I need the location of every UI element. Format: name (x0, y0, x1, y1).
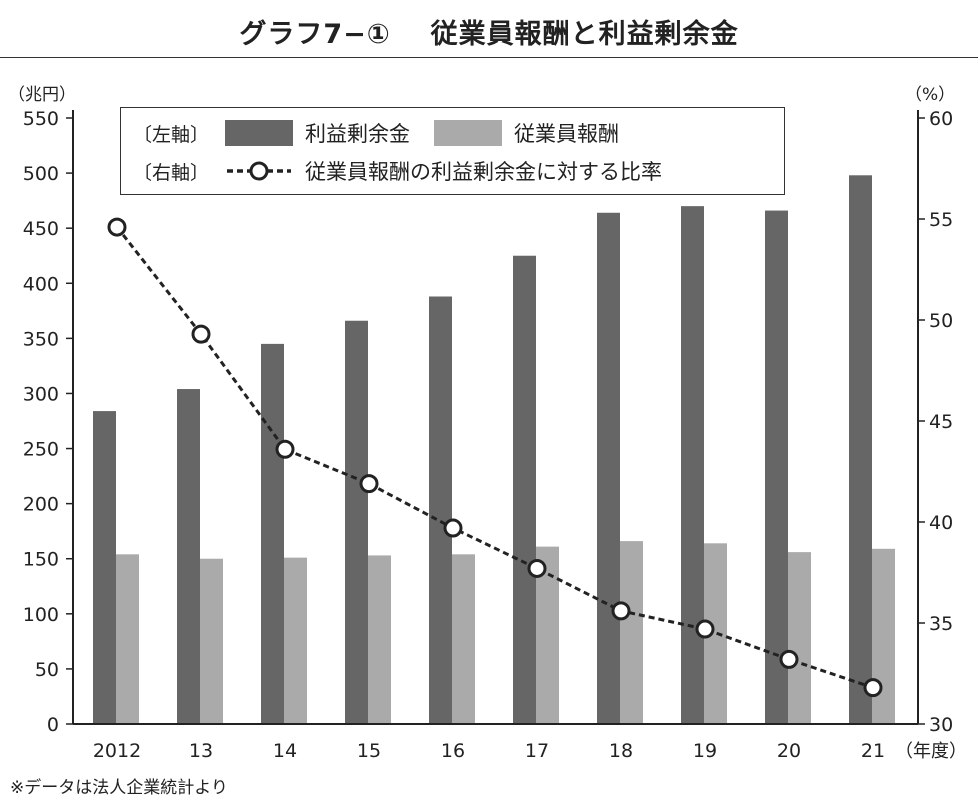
right-axis-tick-label: 30 (929, 714, 953, 736)
legend: 〔左軸〕 利益剰余金 従業員報酬 〔右軸〕 従業員報酬の利益剰余金に対する比率 (120, 107, 785, 195)
bar-retained-earnings-17 (513, 255, 536, 724)
bar-retained-earnings-15 (345, 320, 368, 724)
left-axis-tick-label: 250 (23, 439, 59, 461)
bar-employee-compensation-20 (788, 552, 811, 724)
x-axis-unit-label: （年度） (895, 741, 967, 762)
title-underline (0, 57, 978, 58)
legend-row-left-axis: 〔左軸〕 利益剰余金 従業員報酬 (133, 118, 619, 148)
right-axis-tick-label: 60 (929, 108, 953, 130)
x-axis-tick-label: 13 (189, 740, 213, 762)
legend-swatch-employee-compensation (434, 120, 502, 146)
bar-retained-earnings-13 (177, 389, 200, 724)
chart-title-label: グラフ7−① (239, 19, 391, 50)
x-axis-tick-label: 19 (693, 740, 717, 762)
right-axis-tick-label: 40 (929, 512, 953, 534)
ratio-line (115, 226, 874, 690)
bar-retained-earnings-21 (849, 175, 872, 724)
x-axis-tick-label: 15 (357, 740, 381, 762)
ratio-point-16 (443, 518, 463, 538)
left-axis-tick-label: 400 (23, 273, 59, 295)
legend-swatch-ratio-line (227, 161, 291, 181)
bar-employee-compensation-13 (200, 558, 223, 724)
ratio-point-19 (695, 619, 715, 639)
chart-title-text: 従業員報酬と利益剰余金 (430, 19, 739, 50)
legend-label-ratio: 従業員報酬の利益剰余金に対する比率 (305, 160, 662, 184)
ratio-point-21 (863, 678, 883, 698)
ratio-point-14 (275, 439, 295, 459)
bar-retained-earnings-2012 (93, 411, 116, 724)
bar-employee-compensation-16 (452, 554, 475, 724)
x-axis-tick-label: 2012 (93, 740, 141, 762)
legend-label-employee-compensation: 従業員報酬 (514, 122, 619, 146)
left-axis-tick-label: 300 (23, 383, 59, 405)
x-axis-tick-label: 20 (777, 740, 801, 762)
right-axis-tick-label: 50 (929, 310, 953, 332)
legend-row-right-axis: 〔右軸〕 従業員報酬の利益剰余金に対する比率 (133, 156, 662, 186)
left-axis-tick-label: 350 (23, 328, 59, 350)
ratio-point-17 (527, 558, 547, 578)
legend-right-axis-label: 〔右軸〕 (133, 161, 210, 184)
bar-employee-compensation-19 (704, 543, 727, 724)
left-axis-tick-label: 0 (47, 714, 59, 736)
chart-title: グラフ7−① 従業員報酬と利益剰余金 (0, 12, 978, 51)
bar-employee-compensation-17 (536, 546, 559, 724)
bar-employee-compensation-21 (872, 548, 895, 724)
right-axis-tick-label: 45 (929, 411, 953, 433)
left-axis-tick-label: 500 (23, 163, 59, 185)
bar-employee-compensation-18 (620, 541, 643, 724)
x-axis-tick-label: 18 (609, 740, 633, 762)
left-axis-tick-label: 550 (23, 108, 59, 130)
right-axis-unit: （%） (905, 85, 956, 105)
left-axis-tick-label: 50 (35, 659, 59, 681)
ratio-point-2012 (107, 217, 127, 237)
bar-retained-earnings-18 (597, 212, 620, 725)
bar-retained-earnings-14 (261, 343, 284, 724)
x-axis-tick-label: 17 (525, 740, 549, 762)
ratio-point-20 (779, 649, 799, 669)
bar-employee-compensation-15 (368, 555, 391, 724)
left-axis-tick-label: 450 (23, 218, 59, 240)
right-axis-tick-label: 35 (929, 613, 953, 635)
bar-employee-compensation-2012 (116, 554, 139, 724)
legend-left-axis-label: 〔左軸〕 (133, 123, 210, 146)
x-axis-tick-label: 14 (273, 740, 297, 762)
legend-swatch-retained-earnings (225, 120, 293, 146)
bar-retained-earnings-19 (681, 206, 704, 725)
footnote: ※データは法人企業統計より (10, 778, 228, 798)
left-axis-tick-label: 150 (23, 549, 59, 571)
ratio-point-18 (611, 601, 631, 621)
x-axis-tick-label: 21 (861, 740, 885, 762)
x-axis-tick-label: 16 (441, 740, 465, 762)
bar-retained-earnings-16 (429, 296, 452, 724)
legend-label-retained-earnings: 利益剰余金 (305, 122, 410, 146)
right-axis-tick-label: 55 (929, 209, 953, 231)
left-axis-tick-label: 100 (23, 604, 59, 626)
left-axis-tick-label: 200 (23, 494, 59, 516)
bar-retained-earnings-20 (765, 210, 788, 724)
bar-employee-compensation-14 (284, 557, 307, 724)
left-axis-unit: （兆円） (8, 85, 76, 105)
ratio-point-13 (191, 324, 211, 344)
ratio-point-15 (359, 474, 379, 494)
